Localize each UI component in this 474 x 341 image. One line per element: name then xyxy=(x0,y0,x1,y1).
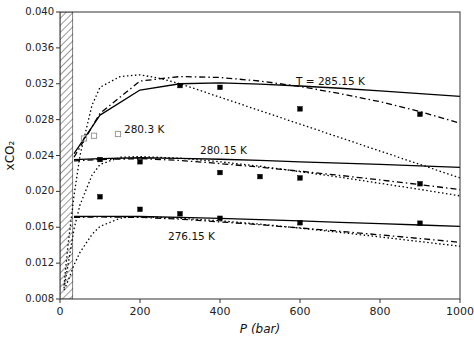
x-tick xyxy=(300,299,301,303)
line-dotted xyxy=(64,217,460,290)
plot-frame xyxy=(60,12,460,299)
y-tick-label: 0.032 xyxy=(25,78,54,89)
x-tick-label: 200 xyxy=(130,305,151,318)
x-tick-label: 0 xyxy=(57,305,64,318)
square-point xyxy=(178,211,183,216)
square-point xyxy=(298,107,303,112)
square-point xyxy=(218,85,223,90)
chart-container: 0 200 400 600 800 1000 0.008 0.012 0.016 0.020 0.0… xyxy=(0,0,474,341)
open-square-point xyxy=(115,131,120,136)
y-tick-label: 0.040 xyxy=(25,6,54,17)
square-point xyxy=(298,220,303,225)
x-tick xyxy=(380,299,381,303)
square-point xyxy=(138,159,143,164)
y-tick-label: 0.020 xyxy=(25,185,54,196)
square-point xyxy=(298,176,303,181)
x-tick xyxy=(220,299,221,303)
square-point xyxy=(418,181,423,186)
annotation: 280.3 K xyxy=(124,123,165,135)
x-axis-label: P (bar) xyxy=(240,322,280,336)
y-tick-label: 0.012 xyxy=(25,257,54,268)
y-tick-label: 0.024 xyxy=(25,150,54,161)
plot-area xyxy=(60,12,460,299)
y-tick xyxy=(56,155,60,156)
line-dotted xyxy=(64,157,460,289)
y-tick xyxy=(56,191,60,192)
x-tick-label: 600 xyxy=(290,305,311,318)
y-tick xyxy=(56,227,60,228)
square-point xyxy=(178,83,183,88)
annotation: T = 285.15 K xyxy=(295,75,366,87)
line-dashdot xyxy=(74,159,460,190)
y-tick xyxy=(56,47,60,48)
open-square-point xyxy=(91,133,96,138)
line-dashdot xyxy=(74,77,460,158)
hatched-region xyxy=(60,12,73,299)
chart-svg: 0 200 400 600 800 1000 0.008 0.012 0.016 0.020 0.0… xyxy=(0,0,474,341)
annotation: 280.15 K xyxy=(200,144,248,156)
x-tick-label: 400 xyxy=(210,305,231,318)
square-point xyxy=(218,170,223,175)
line-dashdot xyxy=(74,217,460,242)
open-square-point xyxy=(81,136,86,141)
x-tick xyxy=(140,299,141,303)
square-point xyxy=(418,221,423,226)
y-tick-label: 0.016 xyxy=(25,221,54,232)
line-solid xyxy=(74,83,460,154)
square-point xyxy=(218,216,223,221)
x-tick-label: 800 xyxy=(370,305,391,318)
square-point xyxy=(418,112,423,117)
x-tick xyxy=(460,299,461,303)
annotation: 276.15 K xyxy=(168,230,216,242)
x-tick xyxy=(60,299,61,303)
square-point xyxy=(98,194,103,199)
y-tick-label: 0.036 xyxy=(25,42,54,53)
y-tick-label: 0.008 xyxy=(25,293,54,304)
x-tick-label: 1000 xyxy=(446,305,474,318)
y-tick xyxy=(56,263,60,264)
y-tick xyxy=(56,119,60,120)
y-axis-label: xCO₂ xyxy=(3,140,17,170)
y-tick xyxy=(56,12,60,13)
y-tick-label: 0.028 xyxy=(25,114,54,125)
square-point xyxy=(138,207,143,212)
y-tick xyxy=(56,83,60,84)
line-dotted xyxy=(64,75,460,286)
y-tick xyxy=(56,299,60,300)
square-point xyxy=(98,157,103,162)
square-point xyxy=(258,174,263,179)
